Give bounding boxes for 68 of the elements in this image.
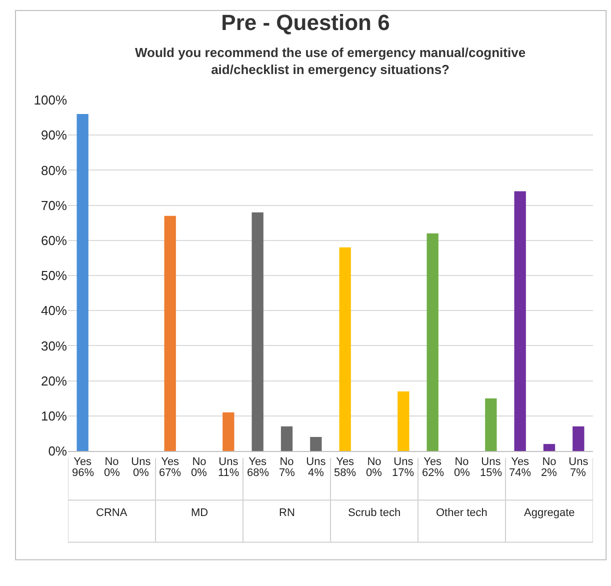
bar xyxy=(572,426,584,451)
data-label: 68% xyxy=(247,467,270,479)
x-tick-label: No xyxy=(367,456,382,468)
x-tick-label: Uns xyxy=(131,456,152,468)
text: Other tech xyxy=(436,507,488,519)
bar xyxy=(164,216,176,451)
y-tick-label: 60% xyxy=(40,232,68,248)
data-label: 17% xyxy=(392,467,414,479)
y-tick-label: 30% xyxy=(40,338,68,354)
bar xyxy=(310,436,322,451)
x-tick-label: Yes xyxy=(161,456,180,468)
bar xyxy=(426,233,438,451)
x-tick-label: No xyxy=(104,456,119,468)
data-label: 0% xyxy=(191,467,208,479)
text: MD xyxy=(191,507,208,519)
y-tick-label: 20% xyxy=(40,373,68,388)
y-tick-label: 90% xyxy=(40,128,68,143)
data-label: 7% xyxy=(279,467,296,479)
data-label: 62% xyxy=(422,467,444,479)
x-tick-label: Uns xyxy=(568,456,589,468)
x-tick-label: Yes xyxy=(424,456,442,468)
y-tick-label: 70% xyxy=(40,198,68,213)
x-tick-label: Uns xyxy=(394,456,414,468)
x-tick-label: Uns xyxy=(218,456,239,468)
x-tick-label: No xyxy=(192,456,206,468)
data-label: 7% xyxy=(570,467,586,479)
bar xyxy=(514,191,526,451)
x-tick-label: No xyxy=(542,456,556,468)
x-tick-label: Yes xyxy=(336,456,355,468)
x-tick-label: Yes xyxy=(511,456,530,468)
x-tick-label: Uns xyxy=(481,456,502,468)
x-tick-label: No xyxy=(454,456,469,468)
data-label: 15% xyxy=(480,467,502,479)
data-label: 96% xyxy=(72,467,94,479)
bar xyxy=(252,212,264,451)
data-label: 67% xyxy=(159,467,182,479)
bar xyxy=(543,444,556,451)
x-tick-label: Yes xyxy=(248,456,268,468)
text: Aggregate xyxy=(524,507,575,519)
y-tick-label: 50% xyxy=(40,268,68,284)
data-label: 11% xyxy=(218,467,240,479)
data-label: 0% xyxy=(366,467,382,479)
data-label: 58% xyxy=(334,467,356,479)
chart-title: Pre - Question 6 xyxy=(221,10,390,36)
bar xyxy=(485,398,497,451)
y-tick-label: 40% xyxy=(40,303,68,318)
y-tick-label: 80% xyxy=(40,162,68,178)
bar xyxy=(339,247,351,451)
chart-subtitle: Would you recommend the use of emergency manual/cognitive aid/checklist in emergency situations? xyxy=(135,45,526,77)
bar xyxy=(398,391,410,451)
y-tick-label: 0% xyxy=(48,444,68,459)
text: RN xyxy=(279,507,295,519)
y-tick-label: 10% xyxy=(40,408,68,424)
text: Scrub tech xyxy=(348,507,401,519)
data-label: 74% xyxy=(509,467,532,479)
bar xyxy=(222,412,234,451)
x-tick-label: Uns xyxy=(306,456,326,468)
data-label: 0% xyxy=(104,467,120,479)
x-tick-label: No xyxy=(280,456,294,468)
bar xyxy=(76,114,88,451)
data-label: 4% xyxy=(308,467,324,479)
x-tick-label: Yes xyxy=(74,456,92,468)
data-label: 2% xyxy=(541,467,558,479)
bar xyxy=(280,426,293,451)
data-label: 0% xyxy=(454,467,470,479)
y-tick-label: 100% xyxy=(34,92,68,108)
text: CRNA xyxy=(96,507,128,519)
data-label: 0% xyxy=(133,467,150,479)
